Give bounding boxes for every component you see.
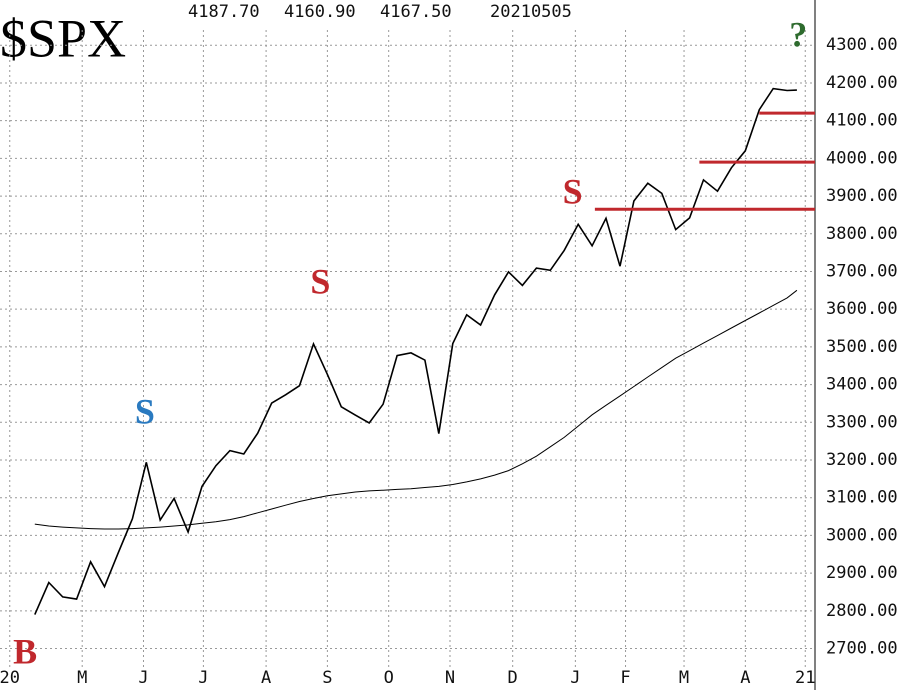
- y-tick-label: 3200.00: [826, 450, 898, 470]
- y-tick-label: 3100.00: [826, 488, 898, 508]
- x-tick-label: J: [138, 668, 148, 688]
- x-tick-label: 21: [795, 668, 815, 688]
- x-tick-label: M: [679, 668, 689, 688]
- price-line: [34, 289, 798, 530]
- x-tick-label: J: [570, 668, 580, 688]
- x-tick-label: A: [261, 668, 271, 688]
- x-tick-label: 20: [0, 668, 20, 688]
- y-tick-label: 4300.00: [826, 35, 898, 55]
- x-tick-label: S: [322, 668, 332, 688]
- x-tick-label: A: [740, 668, 750, 688]
- signal-label: S: [310, 262, 330, 302]
- y-tick-label: 2700.00: [826, 639, 898, 659]
- header-value: 20210505: [490, 2, 572, 22]
- x-tick-label: O: [384, 668, 394, 688]
- y-tick-label: 4200.00: [826, 73, 898, 93]
- y-tick-label: 3700.00: [826, 261, 898, 281]
- y-tick-label: 3500.00: [826, 337, 898, 357]
- y-tick-label: 2900.00: [826, 563, 898, 583]
- header-value: 4160.90: [284, 2, 356, 22]
- x-tick-label: M: [77, 668, 87, 688]
- signal-label: ?: [789, 15, 807, 55]
- header-value: 4187.70: [188, 2, 260, 22]
- y-tick-label: 4100.00: [826, 111, 898, 131]
- x-tick-label: J: [198, 668, 208, 688]
- x-tick-label: N: [445, 668, 455, 688]
- signal-label: B: [13, 632, 37, 672]
- y-tick-label: 2800.00: [826, 601, 898, 621]
- signal-label: S: [135, 391, 155, 431]
- price-line: [34, 87, 797, 615]
- y-tick-label: 3800.00: [826, 224, 898, 244]
- signal-label: S: [563, 172, 583, 212]
- y-tick-label: 4000.00: [826, 148, 898, 168]
- y-tick-label: 3300.00: [826, 412, 898, 432]
- y-tick-label: 3600.00: [826, 299, 898, 319]
- header-value: 4167.50: [380, 2, 452, 22]
- y-tick-label: 3900.00: [826, 186, 898, 206]
- chart-title: $SPX: [0, 8, 126, 68]
- x-tick-label: D: [508, 668, 518, 688]
- x-tick-label: F: [620, 668, 630, 688]
- y-tick-label: 3400.00: [826, 375, 898, 395]
- y-tick-label: 3000.00: [826, 525, 898, 545]
